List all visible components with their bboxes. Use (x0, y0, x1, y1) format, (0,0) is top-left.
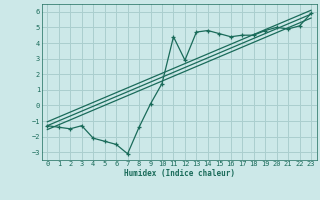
X-axis label: Humidex (Indice chaleur): Humidex (Indice chaleur) (124, 169, 235, 178)
